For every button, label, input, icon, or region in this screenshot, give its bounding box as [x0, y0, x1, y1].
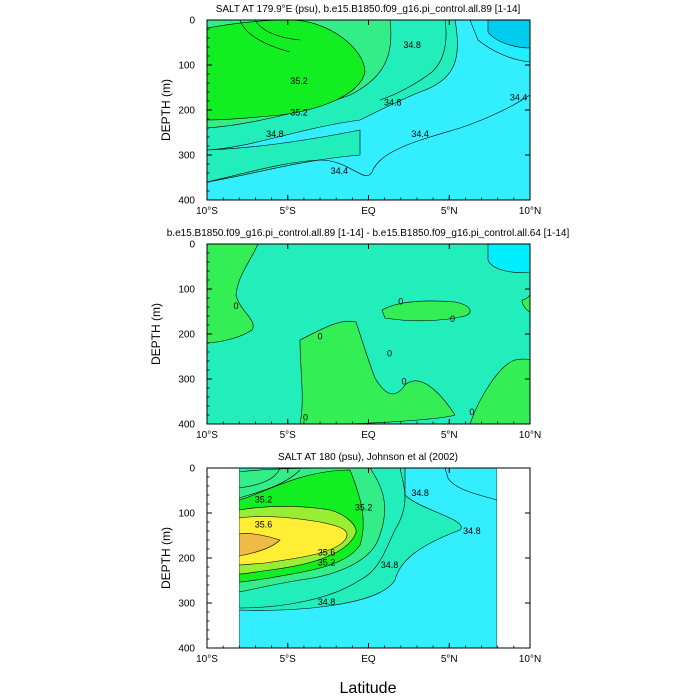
panel-1-xtick-label: 5°N	[441, 206, 458, 217]
panel-1-contour-label: 34.8	[384, 97, 402, 107]
panel-3-xtick-label: 10°S	[196, 654, 218, 665]
panel-3-contour-label: 34.8	[318, 597, 336, 607]
panel-1-contour-label: 34.8	[403, 40, 421, 50]
panel-3-contour-label: 34.8	[463, 526, 481, 536]
panel-3-xtick-label: EQ	[361, 654, 376, 665]
panel-3-ytick-label: 100	[178, 509, 195, 520]
panel-3-title: SALT AT 180 (psu), Johnson et al (2002)	[278, 452, 458, 463]
panel-3-contour-label: 35.2	[255, 495, 273, 505]
panel-2-xtick-label: 5°S	[280, 430, 297, 441]
panel-1-ytick-label: 400	[178, 196, 195, 207]
panel-3-xtick-label: 5°S	[280, 654, 297, 665]
panel-1-contour-upper	[239, 20, 301, 53]
panel-1-ytick-label: 200	[178, 106, 195, 117]
panel-2-title: b.e15.B1850.f09_g16.pi_control.all.89 [1…	[167, 228, 570, 239]
x-axis-label: Latitude	[340, 680, 397, 697]
panel-2-ytick-label: 200	[178, 330, 195, 341]
panel-2-region-pos-east-edge	[521, 293, 530, 313]
panel-3-ytick-label: 0	[189, 464, 195, 475]
panel-2-ytick-label: 100	[178, 285, 195, 296]
panel-1-contour-label: 34.4	[411, 129, 429, 139]
panel-2-region-pos-mid-east	[381, 300, 471, 322]
panel-1-contour-label: 34.8	[266, 129, 284, 139]
panel-1-ytick-label: 100	[178, 61, 195, 72]
panel-3: SALT AT 180 (psu), Johnson et al (2002) …	[159, 452, 541, 665]
panel-2-xtick-label: 10°N	[519, 430, 541, 441]
panel-1: SALT AT 179.9°E (psu), b.e15.B1850.f09_g…	[159, 4, 541, 217]
panel-1-xtick-label: 10°N	[519, 206, 541, 217]
panel-3-contour-label: 35.6	[318, 548, 336, 558]
panel-2-contour-label: 0	[402, 376, 407, 386]
panel-3-xtick-label: 10°N	[519, 654, 541, 665]
panel-3-contour-label: 34.8	[381, 560, 399, 570]
panel-2-region-pos-west	[207, 244, 259, 344]
panel-2-xtick-label: EQ	[361, 430, 376, 441]
panel-3-contour-label: 34.8	[411, 488, 429, 498]
panel-2-contour-label: 0	[234, 301, 239, 311]
panel-1-title: SALT AT 179.9°E (psu), b.e15.B1850.f09_g…	[216, 4, 521, 15]
panel-3-contour-label: 35.6	[255, 519, 273, 529]
panel-3-ytick-label: 300	[178, 599, 195, 610]
panel-2-ytick-label: 300	[178, 375, 195, 386]
panel-2-contour-label: 0	[398, 297, 403, 307]
panel-3-ylabel: DEPTH (m)	[159, 527, 173, 589]
panel-1-contour-label: 35.2	[290, 76, 308, 86]
panel-3-xtick-label: 5°N	[441, 654, 458, 665]
panel-2-ytick-label: 400	[178, 420, 195, 431]
panel-1-contour-east	[379, 20, 447, 101]
panel-1-ylabel: DEPTH (m)	[159, 79, 173, 141]
panel-1-contour-deep	[207, 94, 530, 183]
panel-3-region-34.4-east	[239, 468, 497, 648]
panel-3-contour-label: 35.2	[355, 503, 373, 513]
panel-1-ytick-label: 300	[178, 151, 195, 162]
panel-1-ytick-label: 0	[189, 16, 195, 27]
panel-2-contour-label: 0	[387, 348, 392, 358]
panel-1-xtick-label: EQ	[361, 206, 376, 217]
panel-3-ytick-label: 400	[178, 644, 195, 655]
panel-2-contour-label: 0	[450, 314, 455, 324]
panel-3-contour-west-top	[239, 468, 301, 499]
panel-3-contour-label: 35.2	[318, 558, 336, 568]
panel-1-contour-label: 35.2	[290, 107, 308, 117]
panel-2-ylabel: DEPTH (m)	[149, 303, 163, 365]
panel-3-region-35.8	[239, 533, 281, 557]
panel-2-contour-label: 0	[303, 412, 308, 422]
panel-2-xtick-label: 10°S	[196, 430, 218, 441]
panel-2-xtick-label: 5°N	[441, 430, 458, 441]
panel-1-contour-label: 34.4	[331, 166, 349, 176]
panel-3-region-35.6	[239, 516, 348, 566]
panel-1-region-lowsalt-sw	[207, 129, 361, 183]
panel-1-xtick-label: 10°S	[196, 206, 218, 217]
panel-2-contour-label: 0	[318, 331, 323, 341]
panel-2-ytick-label: 0	[189, 240, 195, 251]
panel-1-xtick-label: 5°S	[280, 206, 297, 217]
panel-3-region-blue-ne	[444, 468, 497, 501]
panel-1-contour-label: 34.4	[510, 92, 528, 102]
panel-3-ytick-label: 200	[178, 554, 195, 565]
panel-2: b.e15.B1850.f09_g16.pi_control.all.89 [1…	[149, 228, 569, 441]
panel-2-contour-label: 0	[469, 407, 474, 417]
